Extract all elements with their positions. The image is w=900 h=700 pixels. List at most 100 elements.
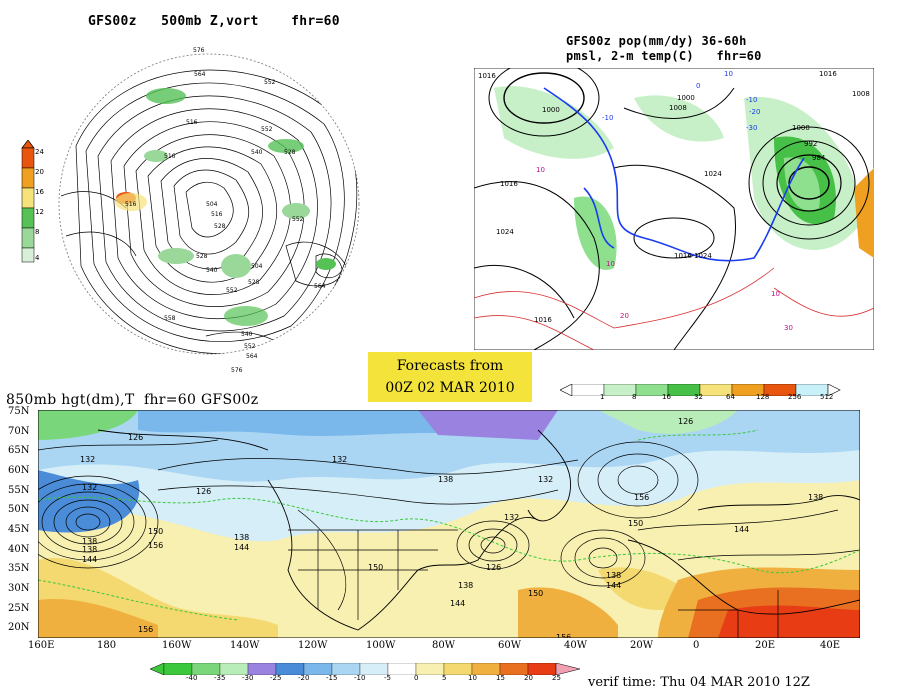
isobar-label: 1000 <box>677 94 695 102</box>
contour-label: 576 <box>193 47 205 54</box>
contour-label: 516 <box>164 153 176 160</box>
contour-label: 528 <box>284 149 296 156</box>
lon-label: 20W <box>630 640 654 651</box>
precip-cb-label: 16 <box>662 393 671 401</box>
vort-cb-label: 16 <box>35 188 44 196</box>
height-label: 144 <box>734 525 749 534</box>
temp-cb-label: -15 <box>326 674 338 682</box>
lon-label: 40E <box>820 640 841 651</box>
temp-label: 10 <box>536 166 545 174</box>
lon-label: 0 <box>693 640 700 651</box>
lat-label: 35N <box>8 563 30 574</box>
height-label: 126 <box>486 563 501 572</box>
contour-label: 528 <box>248 279 260 286</box>
lat-label: 55N <box>8 485 30 496</box>
vorticity-fill <box>115 88 336 326</box>
isobar-label: 1024 <box>496 228 514 236</box>
contour-label: 516 <box>125 201 137 208</box>
political-borders <box>288 529 779 638</box>
contour-label: 552 <box>226 287 238 294</box>
panel-850mb-title: 850mb hgt(dm),T fhr=60 GFS00z <box>6 392 259 408</box>
vort-cb-label: 20 <box>35 168 44 176</box>
forecast-from-label: Forecasts from <box>396 358 504 374</box>
height-label: 138 <box>82 537 97 546</box>
polar-500mb-map: 576 564 552 516 540 528 552 516 504 516 … <box>58 47 360 374</box>
isobar-label: 1016 <box>478 72 496 80</box>
height-label: 126 <box>196 487 211 496</box>
map-850mb: 132 126 132 126 138 132 138 132 138 144 … <box>38 410 860 638</box>
lat-label: 30N <box>8 583 30 594</box>
temp-cb-label: 10 <box>468 674 477 682</box>
temp-cb-label: -30 <box>242 674 254 682</box>
lon-label: 120W <box>298 640 328 651</box>
temp-contours <box>474 267 874 350</box>
panel-precip-title-line1: GFS00z pop(mm/dy) 36-60h <box>566 34 747 48</box>
precip-colorbar: 1 8 16 32 64 128 256 512 <box>559 381 860 403</box>
isobar-label: 1024 <box>694 252 712 260</box>
contour-label: 576 <box>231 367 243 374</box>
temperature-colorbar: -40 -35 -30 -25 -20 -15 -10 -5 0 5 10 15… <box>149 660 590 688</box>
temp-label: -30 <box>746 124 757 132</box>
temp-label: 10 <box>724 70 733 78</box>
contour-label: 564 <box>314 283 326 290</box>
isobar-label: 1008 <box>669 104 687 112</box>
height-label: 132 <box>80 455 95 464</box>
temp-label: 20 <box>620 312 629 320</box>
vort-cb-label: 12 <box>35 208 44 216</box>
temp-cb-label: -40 <box>186 674 198 682</box>
temp-cb-label: -35 <box>214 674 226 682</box>
height-label: 132 <box>82 483 97 492</box>
temp-label: 10 <box>771 290 780 298</box>
precip-cb-label: 256 <box>788 393 802 401</box>
contour-label: 558 <box>164 315 176 322</box>
temp-label: 30 <box>784 324 793 332</box>
coastlines <box>97 429 860 631</box>
lon-label: 80W <box>432 640 456 651</box>
height-label: 138 <box>438 475 453 484</box>
lon-label: 140W <box>230 640 260 651</box>
height-label: 144 <box>234 543 249 552</box>
height-label: 144 <box>450 599 465 608</box>
height-label: 150 <box>368 563 383 572</box>
lat-label: 25N <box>8 603 30 614</box>
panel-500mb-title: GFS00z 500mb Z,vort fhr=60 <box>88 14 340 29</box>
latitude-axis: 75N 70N 65N 60N 55N 50N 45N 40N 35N 30N … <box>4 406 40 642</box>
temp-label: 0 <box>696 82 700 90</box>
isobar-label: 1000 <box>542 106 560 114</box>
height-label: 144 <box>606 581 621 590</box>
isobar-label: 1024 <box>704 170 722 178</box>
contour-label: 516 <box>186 119 198 126</box>
height-label: 138 <box>234 533 249 542</box>
temp-label: -10 <box>746 96 757 104</box>
contour-label: 552 <box>264 79 276 86</box>
temp-label: -20 <box>749 108 760 116</box>
precip-fill <box>494 86 874 270</box>
lon-label: 160W <box>162 640 192 651</box>
contour-label: 564 <box>194 71 206 78</box>
isobar-label: 1016 <box>500 180 518 188</box>
isobar-label: 1008 <box>852 90 870 98</box>
lat-label: 20N <box>8 622 30 633</box>
temp-cb-label: 15 <box>496 674 505 682</box>
precip-colorbar-graphic <box>559 383 841 397</box>
lat-label: 65N <box>8 445 30 456</box>
precip-cb-label: 1 <box>600 393 605 401</box>
contour-label: 540 <box>241 331 253 338</box>
vort-cb-label: 24 <box>35 148 44 156</box>
contour-label: 552 <box>244 343 256 350</box>
height-label: 126 <box>128 433 143 442</box>
height-label: 132 <box>504 513 519 522</box>
contour-label: 516 <box>211 211 223 218</box>
lon-label: 100W <box>366 640 396 651</box>
height-label: 138 <box>82 545 97 554</box>
contour-label: 528 <box>214 223 226 230</box>
height-label: 132 <box>538 475 553 484</box>
lat-label: 45N <box>8 524 30 535</box>
height-label: 126 <box>678 417 693 426</box>
height-label: 138 <box>808 493 823 502</box>
longitude-axis: 160E 180 160W 140W 120W 100W 80W 60W 40W… <box>0 640 870 654</box>
freezing-line <box>543 87 805 262</box>
temp-cb-label: -25 <box>270 674 282 682</box>
vort-colorbar: 24 20 16 12 8 4 <box>18 139 48 270</box>
precip-cb-label: 32 <box>694 393 703 401</box>
